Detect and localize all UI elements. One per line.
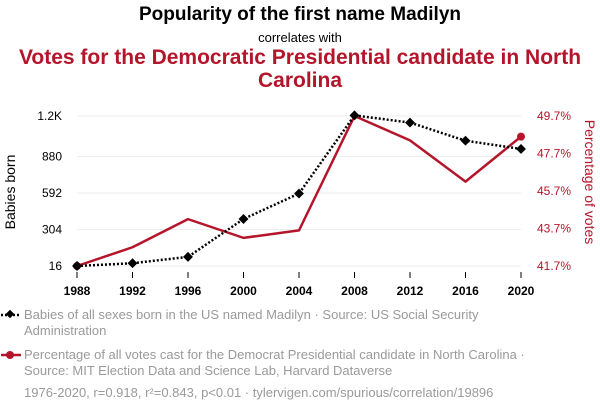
x-tick-label: 2008 bbox=[341, 284, 368, 298]
right-tick-label: 43.7% bbox=[537, 222, 571, 236]
left-tick-label: 1.2K bbox=[37, 109, 62, 123]
babies-point bbox=[516, 143, 526, 154]
left-tick-label: 304 bbox=[42, 223, 62, 237]
legend-swatch-dotted-diamond bbox=[1, 309, 21, 319]
right-axis-ticks: 41.7% 43.7% 45.7% 47.7% 49.7% bbox=[537, 109, 571, 273]
chart-connector-text: correlates with bbox=[258, 30, 342, 45]
left-tick-label: 880 bbox=[42, 150, 62, 164]
right-tick-label: 41.7% bbox=[537, 259, 571, 273]
x-tick-label: 1992 bbox=[119, 284, 146, 298]
x-tick-label: 1996 bbox=[175, 284, 202, 298]
babies-point bbox=[405, 117, 415, 128]
legend-swatch-solid-circle bbox=[1, 351, 21, 359]
legend-text-babies: Babies of all sexes born in the US named… bbox=[24, 307, 479, 338]
legend-text-votes: Percentage of all votes cast for the Dem… bbox=[24, 347, 525, 378]
x-tick-label: 2000 bbox=[230, 284, 257, 298]
left-axis-title: Babies born bbox=[2, 155, 18, 230]
babies-point bbox=[183, 251, 193, 262]
footer-stats: 1976-2020, r=0.918, r²=0.843, p<0.01 · t… bbox=[24, 385, 494, 400]
babies-point bbox=[294, 188, 304, 199]
series-line-votes bbox=[76, 114, 522, 268]
x-axis-ticks: 1988 1992 1996 2000 2004 2008 2012 2016 2020 bbox=[64, 272, 535, 298]
x-tick-label: 1988 bbox=[64, 284, 91, 298]
babies-point bbox=[238, 214, 249, 224]
babies-point bbox=[127, 258, 138, 269]
x-tick-label: 2016 bbox=[452, 284, 479, 298]
right-tick-label: 45.7% bbox=[537, 184, 571, 198]
x-tick-label: 2020 bbox=[508, 284, 535, 298]
x-tick-label: 2004 bbox=[286, 284, 313, 298]
right-tick-label: 49.7% bbox=[537, 109, 571, 123]
right-tick-label: 47.7% bbox=[537, 147, 571, 161]
series-layer bbox=[72, 110, 526, 271]
chart-subtitle: Votes for the Democratic Presidential ca… bbox=[18, 46, 582, 92]
left-tick-label: 16 bbox=[49, 259, 63, 273]
votes-point bbox=[517, 132, 525, 141]
chart-title: Popularity of the first name Madilyn bbox=[139, 4, 461, 25]
line-chart: 16 304 592 880 1.2K 41.7% 43.7% 45.7% 47.7% 49.7… bbox=[2, 109, 598, 298]
x-tick-label: 2012 bbox=[397, 284, 424, 298]
right-axis-title: Percentage of votes bbox=[582, 120, 598, 245]
babies-point bbox=[460, 135, 471, 146]
left-tick-label: 592 bbox=[42, 186, 62, 200]
left-axis-ticks: 16 304 592 880 1.2K bbox=[37, 109, 62, 273]
babies-point bbox=[72, 261, 82, 271]
